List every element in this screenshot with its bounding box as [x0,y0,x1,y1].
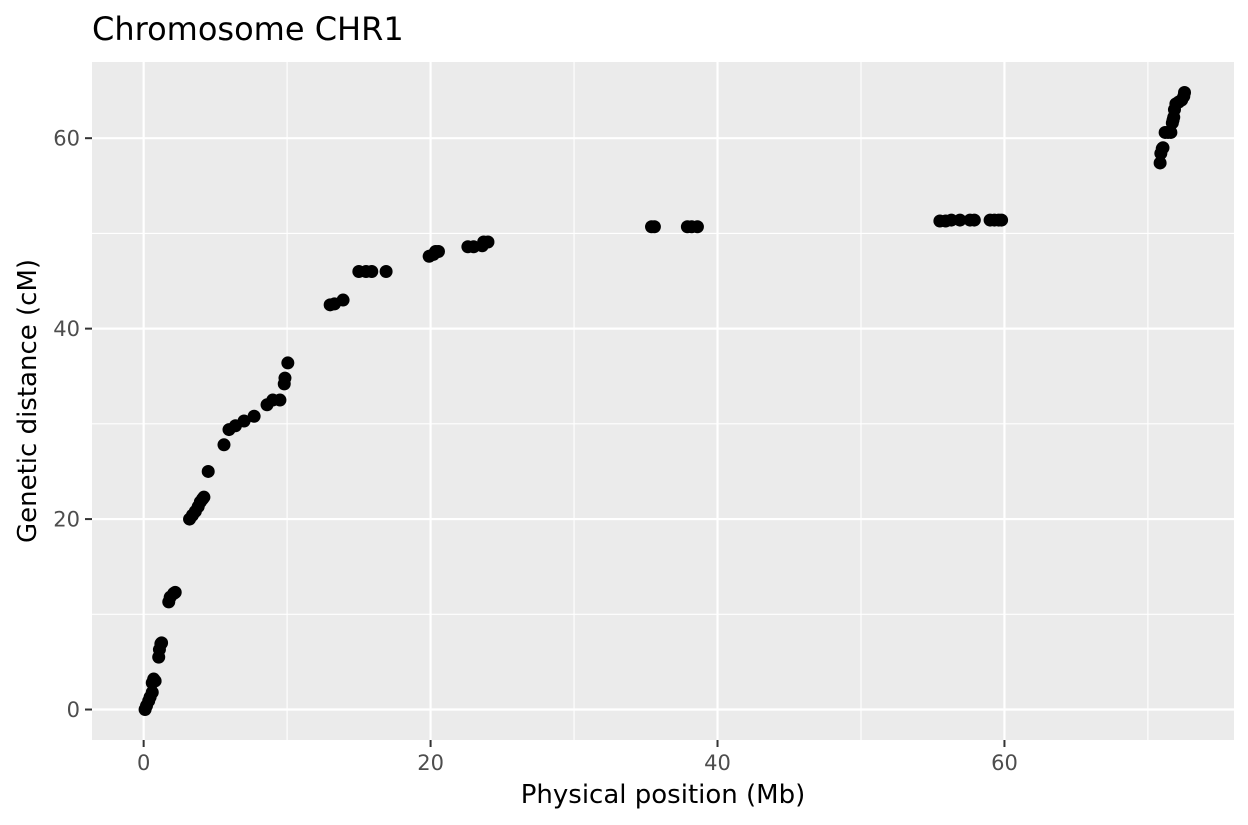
grid-minor [92,62,1234,740]
data-point [168,585,182,599]
data-point [197,490,211,504]
data-point [217,438,231,452]
data-point [1164,125,1178,139]
data-point [201,464,215,478]
data-point [379,264,393,278]
data-point [1156,141,1170,155]
data-point [690,220,704,234]
chart-title: Chromosome CHR1 [92,10,404,48]
y-tick-label: 60 [53,127,80,151]
data-point [145,685,159,699]
data-point [278,371,292,385]
y-axis-title: Genetic distance (cM) [13,259,43,543]
data-point [336,293,350,307]
y-tick-label: 40 [53,317,80,341]
data-point [647,220,661,234]
x-tick-label: 0 [137,751,150,775]
data-point [481,235,495,249]
data-point [237,414,251,428]
data-point [995,213,1009,227]
axis-tick-labels: 0 20 40 60 0 20 40 60 [53,127,1018,775]
x-tick-label: 40 [704,751,731,775]
data-point [431,244,445,258]
data-point [1153,156,1167,170]
data-point [281,356,295,370]
data-point [273,393,287,407]
grid-major [92,62,1234,740]
data-point [247,409,261,423]
data-point [953,213,967,227]
axis-ticks [85,137,1006,747]
y-tick-label: 20 [53,508,80,532]
data-point [1178,85,1192,99]
data-points [138,85,1192,717]
data-point [365,264,379,278]
data-point [967,213,981,227]
x-axis-title: Physical position (Mb) [521,780,806,810]
data-point [155,636,169,650]
data-point [148,674,162,688]
x-tick-label: 60 [991,751,1018,775]
y-tick-label: 0 [67,698,80,722]
x-tick-label: 20 [417,751,444,775]
